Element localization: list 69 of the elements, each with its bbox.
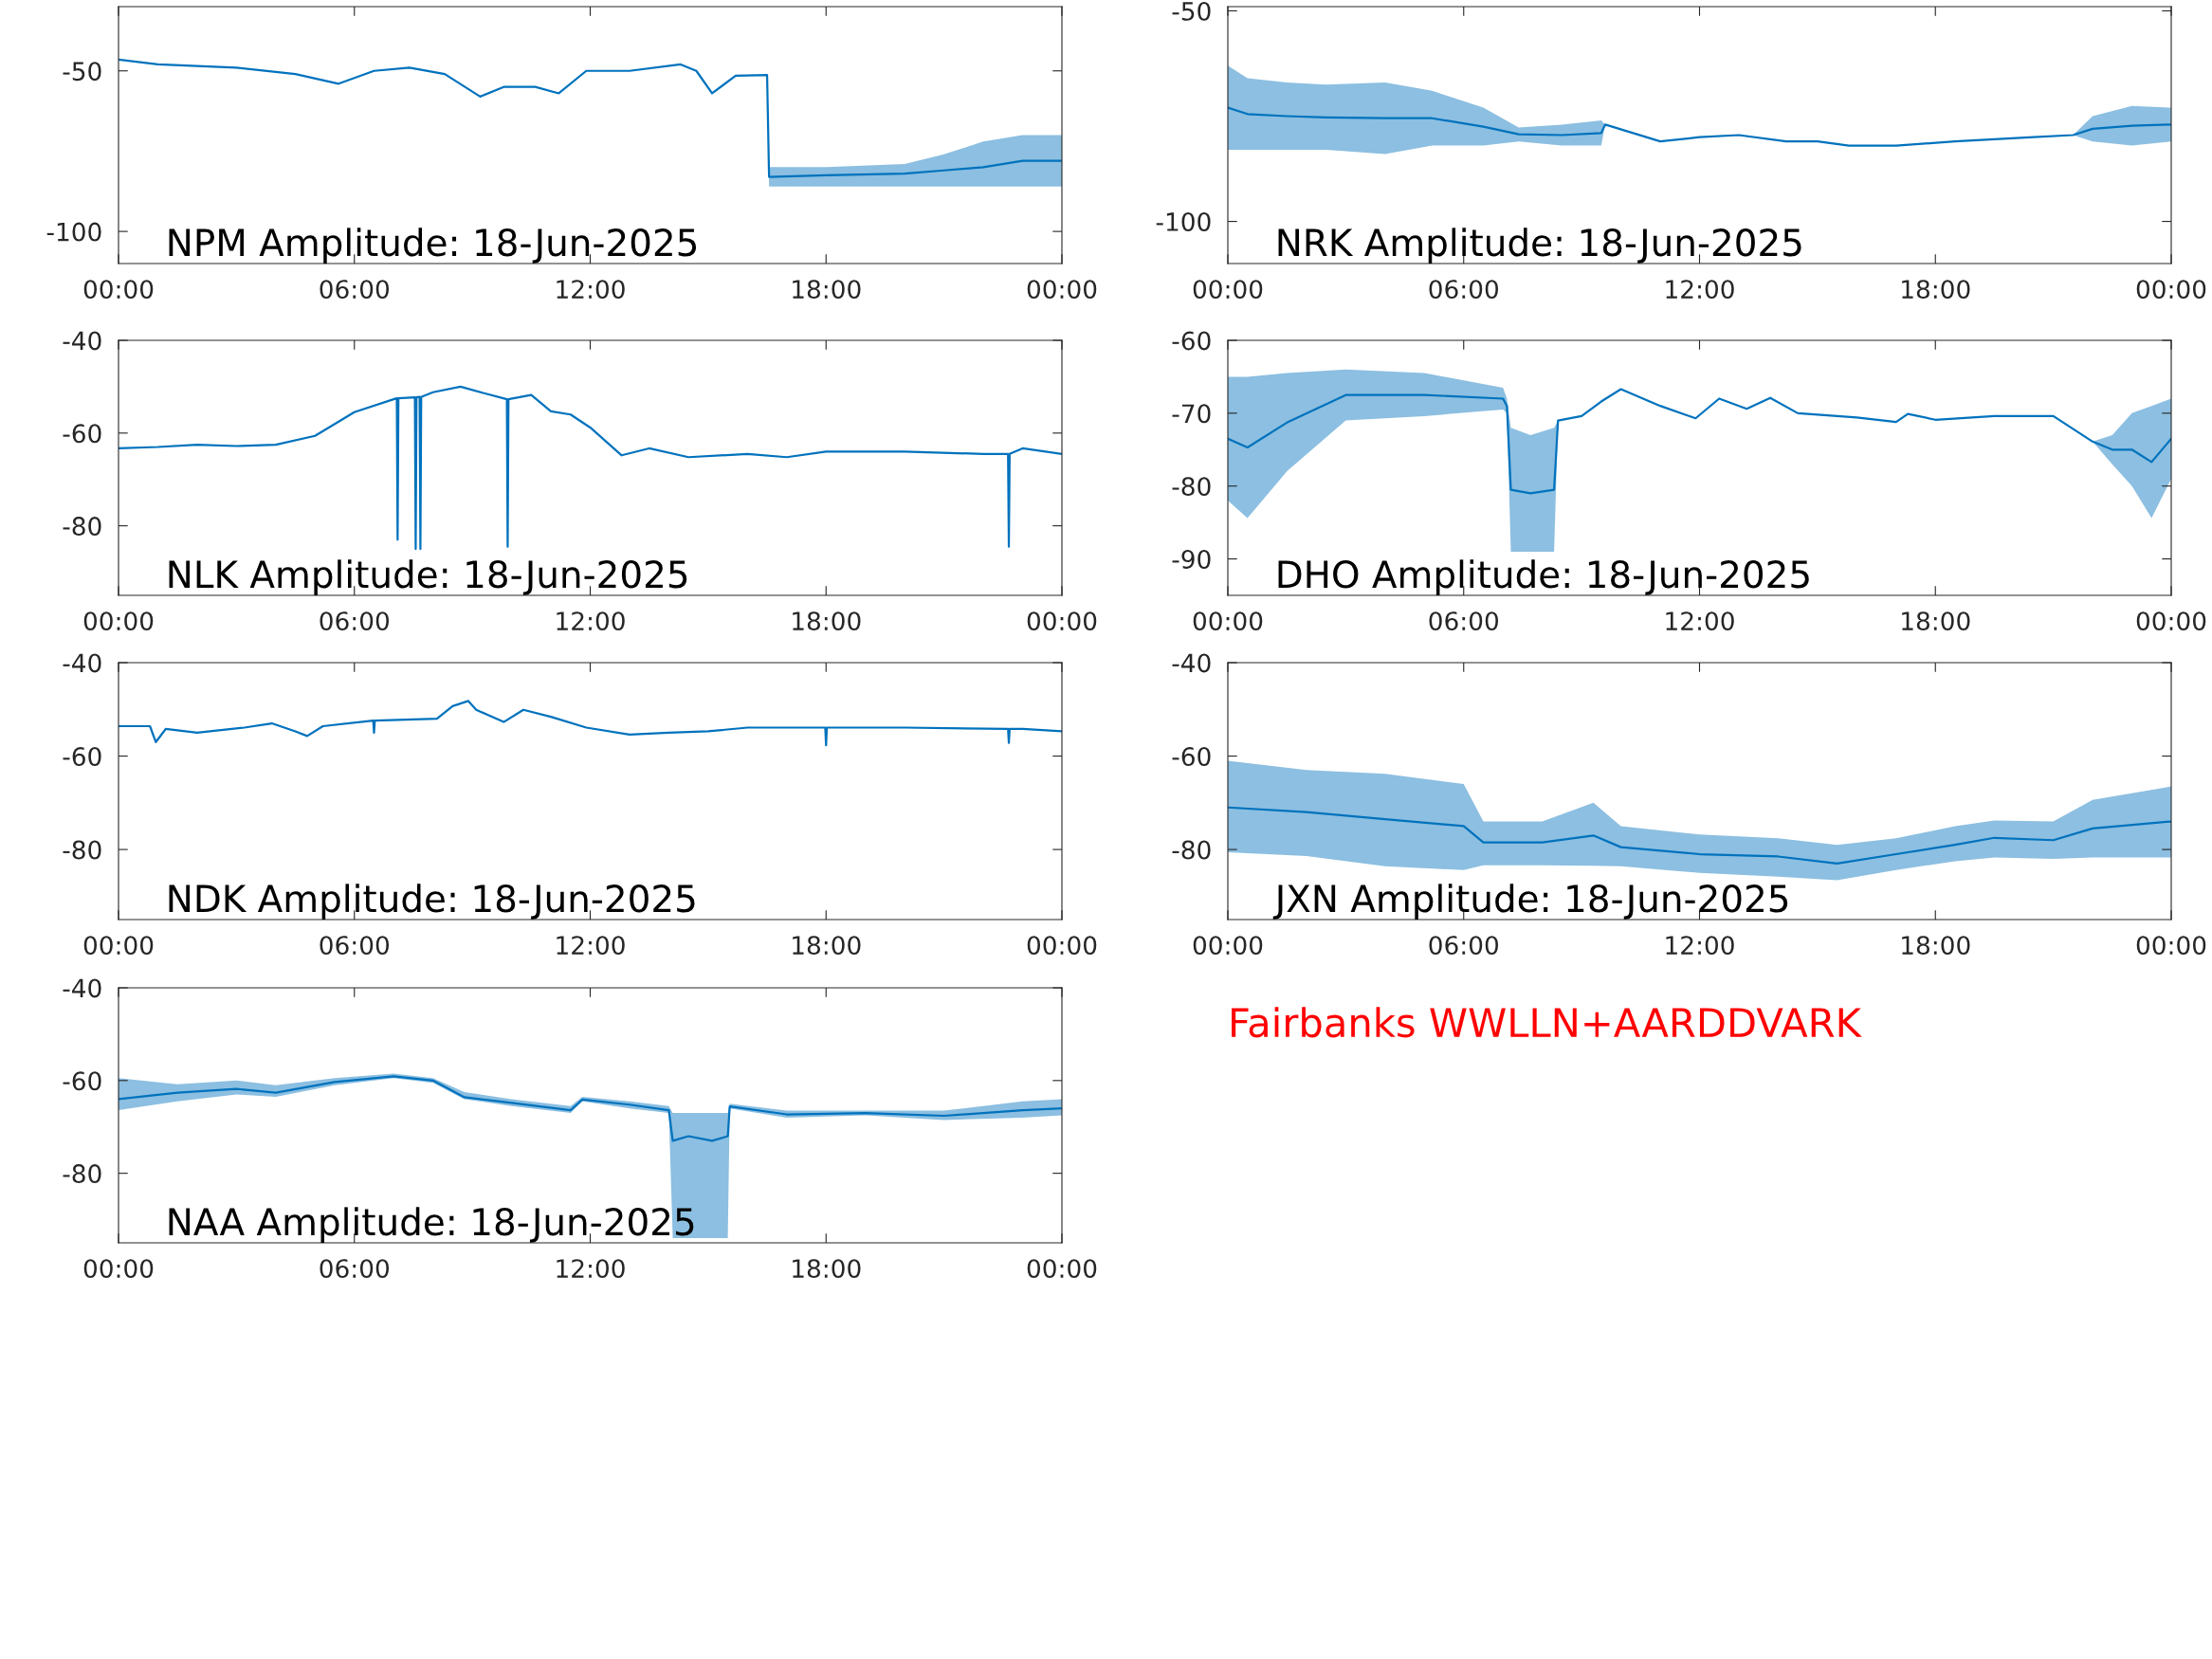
y-tick-label: -80 [1172,840,1211,860]
line-series [1228,388,2171,495]
x-tick-label: 00:00 [2136,936,2206,956]
line-series [1228,106,2171,147]
x-tick-label: 06:00 [1429,936,1499,956]
x-tick-label: 00:00 [1193,611,1263,631]
x-tick-label: 06:00 [320,1259,390,1279]
x-tick-label: 06:00 [320,936,390,956]
x-tick-label: 18:00 [1902,611,1970,631]
y-tick-label: -70 [1172,404,1211,424]
y-tick-label: -80 [63,517,101,537]
x-tick-label: 12:00 [557,1259,625,1279]
y-tick-label: -50 [1172,1,1211,21]
x-tick-label: 12:00 [557,611,625,631]
y-tick-label: -80 [63,1164,101,1184]
y-tick-label: -60 [63,1071,101,1091]
x-tick-label: 12:00 [1666,280,1734,300]
line-series [119,700,1062,747]
y-tick-label: -80 [63,840,101,860]
x-tick-label: 00:00 [1027,280,1097,300]
x-tick-label: 06:00 [320,280,390,300]
x-tick-label: 12:00 [557,936,625,956]
y-tick-label: -100 [46,222,101,242]
y-tick-label: -100 [1156,212,1211,231]
x-tick-label: 06:00 [1429,611,1499,631]
y-tick-label: -60 [63,424,101,444]
text: NRK Amplitude: 18-Jun-2025 [1278,228,1801,264]
x-tick-label: 18:00 [793,1259,861,1279]
line-series [1228,806,2171,865]
x-tick-label: 18:00 [1902,280,1970,300]
line-series [119,385,1062,551]
y-tick-label: -40 [63,331,101,351]
x-tick-label: 12:00 [557,280,625,300]
text: DHO Amplitude: 18-Jun-2025 [1278,559,1809,595]
x-tick-label: 00:00 [1027,936,1097,956]
x-tick-label: 00:00 [83,1259,154,1279]
x-tick-label: 00:00 [83,280,154,300]
line-series [119,1075,1062,1142]
y-tick-label: -80 [1172,477,1211,497]
x-tick-label: 00:00 [1193,280,1263,300]
x-tick-label: 00:00 [1193,936,1263,956]
x-tick-label: 12:00 [1666,936,1734,956]
x-tick-label: 18:00 [1902,936,1970,956]
text: Fairbanks WWLLN+AARDDVARK [1232,1007,1862,1038]
y-tick-label: -60 [1172,331,1211,351]
x-tick-label: 18:00 [793,280,861,300]
x-tick-label: 06:00 [1429,280,1499,300]
x-tick-label: 00:00 [2136,611,2206,631]
x-tick-label: 18:00 [793,611,861,631]
text: JXN Amplitude: 18-Jun-2025 [1272,884,1788,920]
y-tick-label: -40 [63,653,101,673]
x-tick-label: 00:00 [1027,1259,1097,1279]
text: NDK Amplitude: 18-Jun-2025 [169,884,695,920]
text: NAA Amplitude: 18-Jun-2025 [169,1207,694,1243]
y-tick-label: -50 [63,62,101,82]
y-tick-label: -90 [1172,550,1211,569]
y-tick-label: -60 [1172,746,1211,766]
x-tick-label: 00:00 [83,611,154,631]
x-tick-label: 18:00 [793,936,861,956]
x-tick-label: 06:00 [320,611,390,631]
text: NPM Amplitude: 18-Jun-2025 [169,228,697,264]
text: NLK Amplitude: 18-Jun-2025 [169,559,687,595]
x-tick-label: 00:00 [1027,611,1097,631]
y-tick-label: -60 [63,746,101,766]
x-tick-label: 00:00 [2136,280,2206,300]
y-tick-label: -40 [1172,653,1211,673]
x-tick-label: 12:00 [1666,611,1734,631]
x-tick-label: 00:00 [83,936,154,956]
y-tick-label: -40 [63,978,101,998]
